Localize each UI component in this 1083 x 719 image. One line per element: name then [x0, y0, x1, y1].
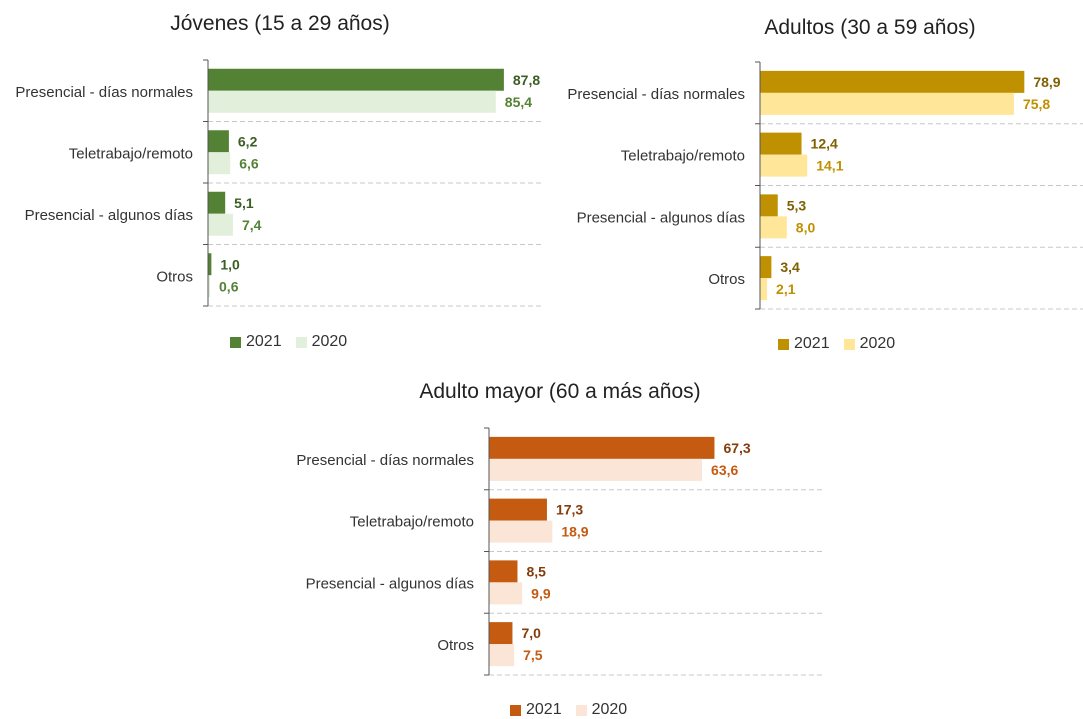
data-label-2020-3: 2,1	[776, 281, 796, 297]
legend-swatch	[778, 338, 789, 350]
category-label: Otros	[437, 637, 474, 654]
legend-swatch	[295, 336, 307, 348]
bar-2020-0	[489, 458, 703, 481]
chart-plot: Presencial - días normales 67,3 63,6 Teletr…	[296, 427, 825, 676]
bar-2021-0	[489, 436, 715, 459]
data-label-2021-0: 87,8	[513, 72, 540, 88]
legend-swatch	[230, 336, 241, 348]
data-label-2020-2: 7,4	[242, 217, 262, 233]
category-label: Presencial - días normales	[15, 84, 193, 101]
bar-2021-3	[760, 256, 772, 279]
data-label-2021-0: 67,3	[723, 440, 750, 456]
data-label-2020-0: 63,6	[711, 462, 738, 478]
category-label: Presencial - algunos días	[306, 575, 474, 592]
data-label-2021-1: 6,2	[238, 133, 258, 149]
legend-swatch	[843, 338, 855, 350]
legend: 2021 2020	[230, 333, 347, 351]
legend-entry-2021: 2021	[510, 701, 562, 719]
bar-2020-0	[208, 90, 496, 113]
category-label: Teletrabajo/remoto	[621, 148, 745, 165]
legend-swatch	[510, 704, 521, 716]
legend-swatch	[575, 704, 587, 716]
chart-title: Adulto mayor (60 a más años)	[419, 380, 701, 403]
data-label-2020-3: 7,5	[523, 647, 543, 663]
bar-2020-2	[489, 582, 523, 605]
bar-2021-0	[208, 68, 504, 91]
bar-2020-2	[760, 216, 787, 239]
legend-label: 2021	[794, 335, 830, 352]
legend-entry-2020: 2020	[295, 333, 348, 351]
category-label: Teletrabajo/remoto	[69, 145, 193, 162]
legend-entry-2020: 2020	[575, 701, 628, 719]
category-label: Presencial - días normales	[567, 86, 745, 103]
legend: 2021 2020	[778, 335, 895, 353]
category-label: Otros	[708, 271, 745, 288]
bar-2021-1	[208, 130, 229, 153]
category-label: Teletrabajo/remoto	[350, 514, 474, 531]
legend-entry-2021: 2021	[778, 335, 830, 353]
category-label: Presencial - algunos días	[577, 209, 745, 226]
data-label-2021-3: 3,4	[780, 259, 800, 275]
bar-2021-2	[208, 191, 226, 214]
data-label-2020-0: 85,4	[505, 94, 532, 110]
bar-2021-0	[760, 70, 1025, 93]
bar-2020-2	[208, 213, 233, 236]
data-label-2021-2: 5,1	[234, 195, 254, 211]
legend-label: 2021	[246, 333, 282, 350]
data-label-2021-2: 8,5	[526, 563, 546, 579]
data-label-2020-1: 18,9	[561, 524, 588, 540]
data-label-2021-2: 5,3	[787, 197, 807, 213]
chart-adultos: Adultos (30 a 59 años) Presencial - días…	[550, 0, 1083, 360]
bar-2021-2	[760, 194, 778, 217]
chart-plot: Presencial - días normales 87,8 85,4 Teletr…	[15, 59, 543, 307]
bar-2020-1	[489, 520, 553, 543]
bar-2020-3	[208, 275, 211, 298]
data-label-2020-1: 6,6	[239, 155, 259, 171]
data-label-2021-3: 1,0	[220, 256, 240, 272]
data-label-2020-3: 0,6	[219, 278, 239, 294]
legend-label: 2020	[859, 335, 896, 352]
bar-2020-1	[208, 152, 231, 175]
bar-2020-3	[489, 644, 515, 667]
data-label-2021-0: 78,9	[1033, 74, 1060, 90]
legend-label: 2020	[591, 701, 628, 718]
bar-2021-3	[208, 253, 212, 276]
data-label-2021-1: 12,4	[811, 136, 838, 152]
data-label-2021-1: 17,3	[556, 502, 583, 518]
category-label: Otros	[156, 268, 193, 285]
chart-adulto-mayor: Adulto mayor (60 a más años) Presencial …	[280, 370, 840, 719]
category-label: Presencial - días normales	[296, 452, 474, 469]
data-label-2020-0: 75,8	[1023, 96, 1050, 112]
bar-2020-1	[760, 154, 808, 177]
chart-title: Jóvenes (15 a 29 años)	[170, 12, 390, 35]
data-label-2020-1: 14,1	[816, 158, 843, 174]
bar-2021-2	[489, 560, 518, 583]
bar-2021-1	[760, 132, 802, 155]
bar-2021-1	[489, 498, 547, 521]
category-label: Presencial - algunos días	[25, 207, 193, 224]
bar-2020-0	[760, 92, 1014, 115]
chart-jovenes: Jóvenes (15 a 29 años) Presencial - días…	[0, 0, 560, 360]
legend: 2021 2020	[510, 701, 627, 719]
chart-plot: Presencial - días normales 78,9 75,8 Teletr…	[567, 61, 1083, 310]
legend-label: 2020	[311, 333, 348, 350]
legend-entry-2020: 2020	[843, 335, 896, 353]
data-label-2020-2: 9,9	[531, 585, 551, 601]
data-label-2021-3: 7,0	[521, 625, 541, 641]
chart-title: Adultos (30 a 59 años)	[764, 16, 976, 39]
bar-2020-3	[760, 278, 768, 301]
legend-label: 2021	[526, 701, 562, 718]
data-label-2020-2: 8,0	[796, 219, 816, 235]
bar-2021-3	[489, 622, 513, 645]
legend-entry-2021: 2021	[230, 333, 282, 351]
